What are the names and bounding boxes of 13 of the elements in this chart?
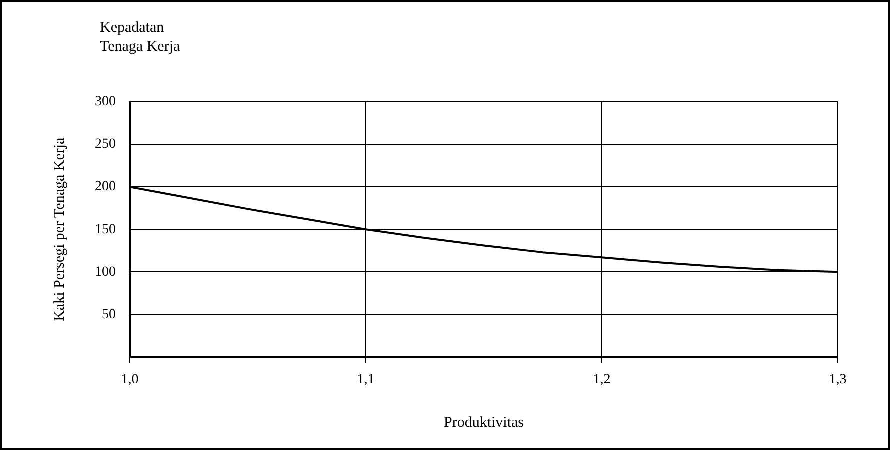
x-tick-label: 1,3 (829, 372, 847, 388)
y-tick-label: 100 (95, 264, 116, 280)
y-tick-label: 50 (102, 307, 116, 322)
x-axis-title: Produktivitas (444, 414, 524, 431)
x-tick-label: 1,2 (593, 372, 611, 388)
y-tick-label: 150 (95, 222, 116, 238)
x-tick-label: 1,1 (357, 372, 375, 388)
y-axis-title: Kaki Persegi per Tenaga Kerja (52, 137, 68, 322)
y-tick-label: 250 (95, 137, 116, 152)
y-tick-label: 200 (95, 180, 116, 195)
x-tick-label: 1,0 (121, 372, 139, 388)
y-tick-label: 300 (95, 94, 116, 110)
chart-title: Kepadatan Tenaga Kerja (100, 20, 180, 55)
